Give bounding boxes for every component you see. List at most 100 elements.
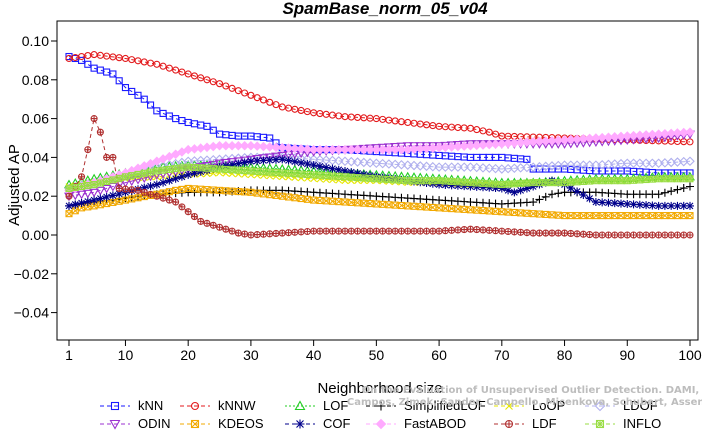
data-point [323, 228, 330, 235]
data-point [573, 212, 581, 219]
data-point [234, 87, 242, 95]
data-point [122, 173, 129, 181]
data-point [617, 212, 625, 219]
data-point [461, 226, 468, 233]
data-point [184, 70, 192, 78]
data-point [416, 177, 424, 185]
data-point [140, 95, 148, 103]
data-point [610, 199, 619, 208]
data-point [260, 190, 267, 198]
data-point [490, 163, 501, 174]
legend: kNN kNNW LOF SimplifiedLOF LoOP LDOF ODIN KDEOS… [100, 398, 661, 431]
data-point [178, 164, 186, 172]
data-point [78, 204, 85, 212]
data-point [479, 207, 487, 214]
data-point [91, 115, 98, 122]
data-point [140, 183, 149, 192]
data-point [441, 180, 450, 189]
data-point [109, 419, 121, 430]
data-point [611, 232, 618, 238]
data-point [77, 198, 86, 207]
data-point [266, 168, 274, 176]
data-point [372, 175, 380, 183]
legend-item-odin: ODIN [100, 416, 171, 431]
data-point [83, 197, 92, 206]
data-point [178, 68, 186, 76]
data-point [128, 186, 135, 193]
data-point [598, 212, 606, 219]
data-point [655, 175, 663, 183]
data-point [190, 169, 199, 178]
data-point [398, 228, 405, 235]
data-point [636, 232, 643, 238]
data-point [617, 199, 625, 208]
data-point [435, 180, 444, 189]
data-point [517, 229, 524, 236]
data-point [241, 89, 249, 97]
data-point [623, 199, 632, 208]
data-point [567, 230, 574, 237]
y-tick-label: 0.04 [22, 149, 49, 165]
data-point [322, 172, 330, 180]
data-point [141, 189, 148, 196]
x-tick-label: 60 [431, 347, 447, 363]
data-point [436, 228, 443, 235]
plot-frame [56, 20, 699, 341]
legend-label: kNN [138, 398, 163, 413]
data-point [685, 127, 695, 137]
data-point [110, 401, 120, 411]
data-point [441, 204, 449, 212]
data-point [486, 227, 493, 234]
series-ldf [65, 115, 694, 239]
data-point [536, 230, 543, 237]
data-point [523, 179, 531, 187]
data-point [429, 177, 437, 185]
data-point [579, 212, 587, 219]
data-point [686, 212, 694, 220]
data-point [636, 212, 644, 219]
data-point [316, 197, 324, 204]
x-tick-label: 10 [118, 347, 134, 363]
data-point [410, 177, 418, 185]
data-point [441, 177, 449, 185]
data-point [679, 201, 688, 210]
data-point [103, 178, 111, 185]
data-point [266, 134, 274, 142]
data-point [654, 190, 663, 199]
data-point [604, 198, 613, 207]
data-point [234, 188, 242, 195]
data-point [484, 163, 495, 174]
data-point [96, 201, 104, 209]
data-point [254, 231, 261, 238]
data-point [84, 60, 92, 68]
data-point [460, 206, 468, 213]
data-point [491, 130, 500, 138]
data-point [667, 175, 675, 183]
data-point [285, 229, 292, 236]
data-point [390, 159, 400, 170]
data-point [228, 187, 236, 195]
data-point [115, 189, 124, 198]
data-point [529, 210, 537, 218]
data-point [327, 155, 338, 166]
data-point [190, 419, 200, 429]
data-point [109, 154, 116, 161]
data-point [667, 187, 676, 196]
data-point [71, 200, 80, 209]
data-point [247, 232, 254, 238]
watermark-line-2: Campos, Zimek, Sander, Campello, Micenko… [347, 397, 702, 408]
data-point [71, 184, 79, 191]
data-point [166, 197, 173, 204]
data-point [290, 143, 300, 154]
data-point [642, 201, 651, 210]
series-kdeos [65, 184, 694, 220]
data-point [65, 185, 73, 192]
data-point [611, 212, 619, 219]
data-point [184, 170, 193, 179]
data-point [635, 158, 645, 168]
data-point [209, 126, 217, 134]
x-tick-label: 1 [65, 347, 73, 363]
data-point [586, 231, 593, 238]
data-point [278, 155, 287, 164]
data-point [197, 218, 204, 225]
